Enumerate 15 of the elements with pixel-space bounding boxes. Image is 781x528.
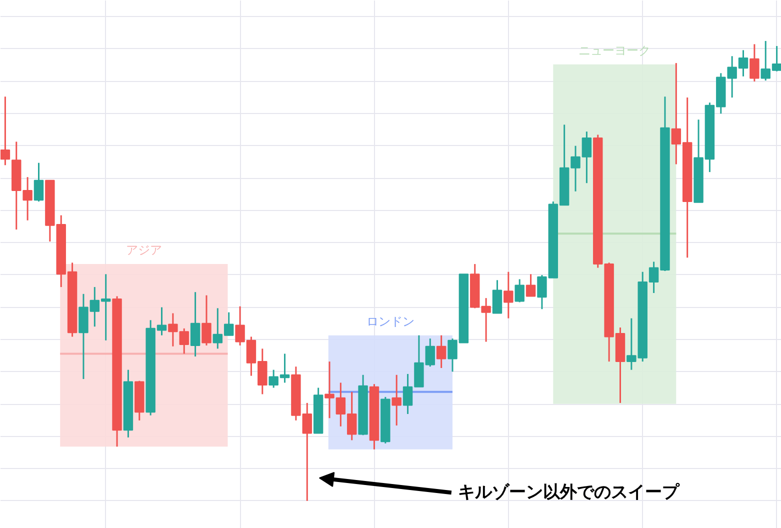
candlestick [526,273,536,297]
annotation: キルゾーン以外でのスイープ [458,482,680,503]
candlestick [514,278,524,303]
candlestick [504,271,514,320]
candlestick [0,96,10,166]
candlestick [436,334,446,369]
candlestick [34,162,44,202]
candlestick [492,279,502,314]
candlestick [392,374,402,426]
annotation: ニューヨーク [578,43,651,58]
candlestick [750,43,760,82]
candlestick [190,291,200,358]
annotation: アジア [126,243,162,258]
candlestick [202,294,212,346]
annotation: ロンドン [366,314,414,328]
